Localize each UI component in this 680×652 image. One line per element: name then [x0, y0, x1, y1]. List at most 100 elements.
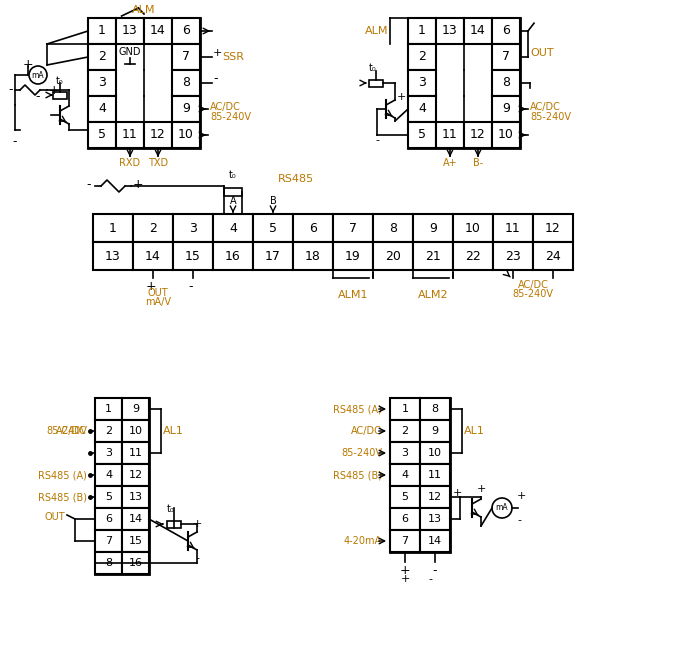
Bar — [122, 398, 149, 420]
Bar — [390, 508, 420, 530]
Bar — [420, 442, 450, 464]
Text: t₀: t₀ — [229, 170, 237, 180]
Text: AC/DC: AC/DC — [351, 426, 382, 436]
Bar — [390, 398, 420, 420]
Text: -: - — [428, 574, 432, 584]
Bar — [373, 214, 413, 242]
Text: 7: 7 — [182, 50, 190, 63]
Text: 10: 10 — [498, 128, 514, 141]
Bar — [390, 464, 420, 486]
Text: 6: 6 — [401, 514, 409, 524]
Bar — [253, 214, 293, 242]
Bar — [533, 214, 573, 242]
Bar — [413, 242, 453, 270]
Text: RS485: RS485 — [278, 174, 314, 184]
Text: +: + — [192, 519, 202, 529]
Text: t₀: t₀ — [167, 504, 175, 514]
Bar — [95, 420, 122, 442]
Text: 5: 5 — [105, 492, 112, 502]
Text: A+: A+ — [443, 158, 458, 168]
Text: AC/DC: AC/DC — [56, 426, 87, 436]
Text: 14: 14 — [470, 25, 486, 38]
Text: +: + — [213, 48, 222, 58]
Text: 3: 3 — [98, 76, 106, 89]
Bar — [408, 18, 520, 148]
Text: 13: 13 — [428, 514, 442, 524]
Bar — [173, 242, 213, 270]
Text: 85-240V: 85-240V — [341, 448, 382, 458]
Text: ALM1: ALM1 — [338, 290, 369, 300]
Bar — [464, 18, 492, 44]
Bar — [492, 122, 520, 148]
Text: 2: 2 — [149, 222, 157, 235]
Bar — [390, 398, 450, 552]
Text: +: + — [146, 280, 156, 293]
Text: 8: 8 — [105, 558, 112, 568]
Text: SSR: SSR — [222, 52, 244, 62]
Text: 3: 3 — [189, 222, 197, 235]
Text: 20: 20 — [385, 250, 401, 263]
Text: 9: 9 — [132, 404, 139, 414]
Text: RS485 (A): RS485 (A) — [333, 404, 382, 414]
Text: AL1: AL1 — [464, 426, 485, 436]
Bar — [167, 520, 181, 527]
Bar — [293, 242, 333, 270]
Text: mA/V: mA/V — [145, 297, 171, 307]
Text: RXD: RXD — [120, 158, 141, 168]
Bar — [122, 442, 149, 464]
Text: -: - — [189, 280, 193, 293]
Bar — [492, 44, 520, 70]
Text: 17: 17 — [265, 250, 281, 263]
Text: 10: 10 — [428, 448, 442, 458]
Text: 2: 2 — [98, 50, 106, 63]
Bar — [213, 242, 253, 270]
Text: 9: 9 — [429, 222, 437, 235]
Text: +: + — [397, 92, 407, 102]
Text: 12: 12 — [129, 470, 143, 480]
Text: 9: 9 — [182, 102, 190, 115]
Text: 4: 4 — [98, 102, 106, 115]
Text: -: - — [375, 135, 379, 145]
Bar — [408, 70, 436, 96]
Text: B: B — [270, 196, 276, 206]
Text: 7: 7 — [502, 50, 510, 63]
Text: 1: 1 — [401, 404, 409, 414]
Text: -: - — [213, 72, 218, 85]
Bar — [390, 530, 420, 552]
Text: 7: 7 — [401, 536, 409, 546]
Bar — [122, 420, 149, 442]
Bar — [492, 18, 520, 44]
Bar — [293, 214, 333, 242]
Text: 14: 14 — [129, 514, 143, 524]
Bar — [122, 508, 149, 530]
Bar — [172, 96, 200, 122]
Bar — [88, 122, 116, 148]
Text: AL1: AL1 — [163, 426, 184, 436]
Text: 10: 10 — [178, 128, 194, 141]
Text: 12: 12 — [545, 222, 561, 235]
Text: t₀: t₀ — [56, 76, 64, 86]
Bar — [172, 70, 200, 96]
Bar — [88, 70, 116, 96]
Text: t₀: t₀ — [369, 63, 377, 73]
Text: 85-240V: 85-240V — [210, 112, 251, 122]
Text: 85-240V: 85-240V — [530, 112, 571, 122]
Text: 4: 4 — [418, 102, 426, 115]
Text: OUT: OUT — [530, 48, 554, 58]
Text: 12: 12 — [428, 492, 442, 502]
Bar — [122, 530, 149, 552]
Text: 14: 14 — [145, 250, 161, 263]
Text: 2: 2 — [418, 50, 426, 63]
Text: TXD: TXD — [148, 158, 168, 168]
Text: 24: 24 — [545, 250, 561, 263]
Text: 7: 7 — [105, 536, 112, 546]
Text: 18: 18 — [305, 250, 321, 263]
Bar — [95, 508, 122, 530]
Text: 85-240V: 85-240V — [46, 426, 87, 436]
Text: 1: 1 — [418, 25, 426, 38]
Text: 12: 12 — [150, 128, 166, 141]
Text: 19: 19 — [345, 250, 361, 263]
Text: 5: 5 — [98, 128, 106, 141]
Text: 6: 6 — [502, 25, 510, 38]
Bar — [333, 242, 373, 270]
